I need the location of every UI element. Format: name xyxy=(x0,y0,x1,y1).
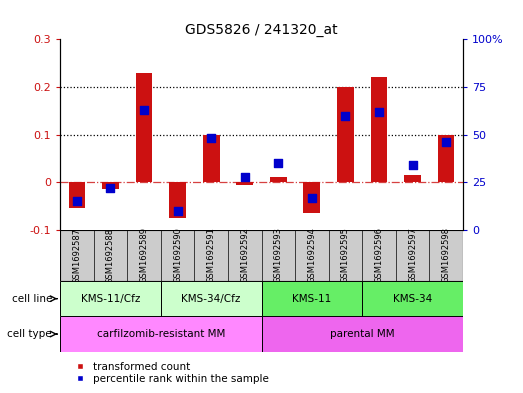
Title: GDS5826 / 241320_at: GDS5826 / 241320_at xyxy=(185,23,338,37)
Bar xyxy=(438,134,454,182)
Text: KMS-11: KMS-11 xyxy=(292,294,332,304)
Text: cell type: cell type xyxy=(7,329,52,339)
Bar xyxy=(262,316,463,352)
Point xyxy=(174,208,182,214)
Bar xyxy=(135,73,152,182)
Text: GSM1692590: GSM1692590 xyxy=(173,228,182,283)
Bar xyxy=(203,134,220,182)
Bar xyxy=(161,281,262,316)
Point xyxy=(207,135,215,141)
Bar xyxy=(69,182,85,208)
Point xyxy=(375,108,383,115)
Text: GSM1692598: GSM1692598 xyxy=(441,228,451,283)
Point xyxy=(274,160,282,166)
Bar xyxy=(404,175,421,182)
Text: GSM1692593: GSM1692593 xyxy=(274,228,283,283)
Text: GSM1692592: GSM1692592 xyxy=(240,228,249,283)
Legend: transformed count, percentile rank within the sample: transformed count, percentile rank withi… xyxy=(65,357,274,388)
Point xyxy=(73,198,81,204)
Text: GSM1692595: GSM1692595 xyxy=(341,228,350,283)
Text: GSM1692587: GSM1692587 xyxy=(72,228,82,283)
Point xyxy=(341,112,349,119)
Bar xyxy=(270,178,287,182)
Text: carfilzomib-resistant MM: carfilzomib-resistant MM xyxy=(97,329,225,339)
Point xyxy=(408,162,417,168)
Bar xyxy=(362,281,463,316)
Text: parental MM: parental MM xyxy=(330,329,394,339)
Point xyxy=(140,107,148,113)
Bar xyxy=(102,182,119,189)
Bar xyxy=(303,182,320,213)
Text: GSM1692597: GSM1692597 xyxy=(408,228,417,283)
Text: GSM1692596: GSM1692596 xyxy=(374,228,383,283)
Text: GSM1692594: GSM1692594 xyxy=(308,228,316,283)
Text: GSM1692588: GSM1692588 xyxy=(106,228,115,283)
Bar xyxy=(371,77,388,182)
Text: KMS-11/Cfz: KMS-11/Cfz xyxy=(81,294,140,304)
Bar xyxy=(236,182,253,185)
Text: cell line: cell line xyxy=(12,294,52,304)
Bar xyxy=(60,281,161,316)
Point xyxy=(442,139,450,145)
Bar xyxy=(262,281,362,316)
Text: KMS-34: KMS-34 xyxy=(393,294,432,304)
Bar xyxy=(60,316,262,352)
Point xyxy=(308,195,316,201)
Point xyxy=(241,173,249,180)
Text: GSM1692591: GSM1692591 xyxy=(207,228,215,283)
Point xyxy=(106,185,115,191)
Bar xyxy=(169,182,186,218)
Text: KMS-34/Cfz: KMS-34/Cfz xyxy=(181,294,241,304)
Bar xyxy=(337,87,354,182)
Text: GSM1692589: GSM1692589 xyxy=(140,228,149,283)
